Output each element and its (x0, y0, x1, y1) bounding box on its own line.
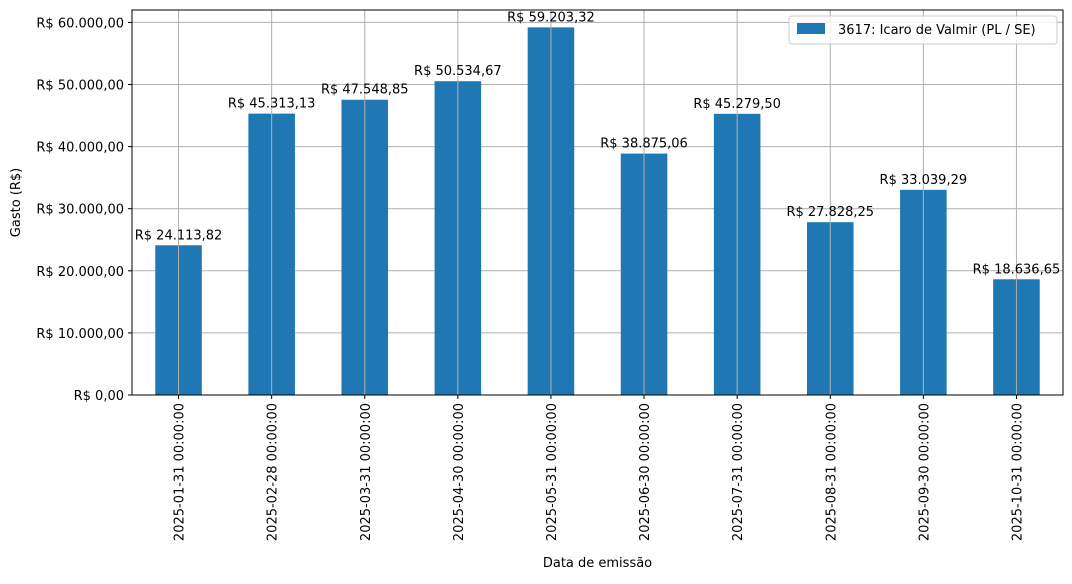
legend-box (788, 15, 1058, 45)
x-axis-label: Data de emissão (543, 556, 652, 571)
x-tick-label: 2025-04-30 00:00:00 (452, 403, 467, 541)
x-tick-label: 2025-03-31 00:00:00 (359, 403, 374, 541)
data-labels: R$ 24.113,82 R$ 45.313,13 R$ 47.548,85 R$ 5… (135, 10, 1061, 277)
x-tick-label: 2025-09-30 00:00:00 (917, 403, 932, 541)
y-tick-label: R$ 0,00 (74, 389, 124, 404)
data-label: R$ 33.039,29 (880, 173, 968, 188)
data-label: R$ 59.203,32 (507, 10, 595, 25)
y-tick-label: R$ 20.000,00 (36, 265, 124, 280)
legend: 3617: Icaro de Valmir (PL / SE) (788, 15, 1058, 45)
data-label: R$ 50.534,67 (414, 64, 502, 79)
x-tick-label: 2025-02-28 00:00:00 (266, 403, 281, 541)
data-label: R$ 47.548,85 (321, 83, 409, 98)
x-tick-label: 2025-06-30 00:00:00 (638, 403, 653, 541)
x-tick-label: 2025-01-31 00:00:00 (173, 403, 188, 541)
data-label: R$ 45.279,50 (693, 97, 781, 112)
x-tick-label: 2025-08-31 00:00:00 (824, 403, 839, 541)
vertical-grid-layer (178, 10, 1017, 395)
y-axis-label: Gasto (R$) (9, 168, 24, 237)
y-tick-label: R$ 30.000,00 (36, 203, 124, 218)
bar-layer (155, 27, 1040, 396)
y-tick-label: R$ 60.000,00 (36, 16, 124, 31)
x-tick-label: 2025-07-31 00:00:00 (731, 403, 746, 541)
data-label: R$ 27.828,25 (786, 205, 874, 220)
plot-frame (131, 9, 1064, 396)
legend-label: 3617: Icaro de Valmir (PL / SE) (838, 23, 1036, 38)
x-tick-label: 2025-05-31 00:00:00 (545, 403, 560, 541)
y-tick-label: R$ 50.000,00 (36, 79, 124, 94)
x-axis-ticks: 2025-01-31 00:00:00 2025-02-28 00:00:00 20… (173, 395, 1025, 541)
x-tick-label: 2025-10-31 00:00:00 (1010, 403, 1025, 541)
data-label: R$ 45.313,13 (228, 97, 316, 112)
y-tick-label: R$ 10.000,00 (36, 327, 124, 342)
y-axis-ticks: R$ 0,00 R$ 10.000,00 R$ 20.000,00 R$ 30.000… (36, 16, 132, 404)
y-tick-label: R$ 40.000,00 (36, 141, 124, 156)
data-label: R$ 38.875,06 (600, 137, 688, 152)
data-label: R$ 18.636,65 (973, 262, 1061, 277)
data-label: R$ 24.113,82 (135, 228, 223, 243)
legend-swatch (797, 23, 825, 34)
